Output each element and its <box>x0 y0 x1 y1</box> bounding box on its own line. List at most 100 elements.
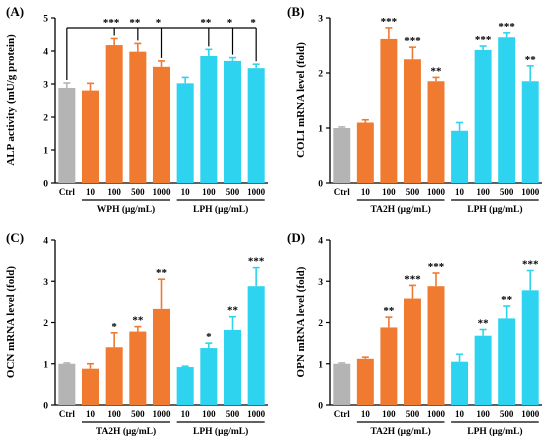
y-tick-label: 0 <box>43 402 48 412</box>
significance-label: ** <box>227 305 239 317</box>
bar <box>200 348 218 405</box>
y-tick-label: 1 <box>43 360 48 370</box>
x-tick-label: 1000 <box>153 409 172 419</box>
bar <box>333 128 351 183</box>
x-tick-label: 10 <box>86 187 96 197</box>
group-label: WPH (μg/mL) <box>97 204 155 215</box>
significance-label: *** <box>404 35 421 47</box>
bar <box>356 358 374 405</box>
significance-label: *** <box>404 273 421 285</box>
panel-label: (D) <box>287 230 305 245</box>
significance-label: ** <box>431 65 443 77</box>
x-tick-label: 10 <box>455 409 465 419</box>
y-tick-label: 1 <box>43 147 48 157</box>
y-tick-label: 1 <box>318 125 323 135</box>
x-tick-label: 10 <box>181 409 191 419</box>
group-label: TA2H (μg/mL) <box>370 426 430 437</box>
bar <box>380 327 398 405</box>
x-tick-label: 1000 <box>521 187 540 197</box>
group-label: LPH (μg/mL) <box>193 426 248 437</box>
x-tick-label: 10 <box>361 187 371 197</box>
significance-label: * <box>250 17 256 29</box>
bar <box>129 331 147 405</box>
x-tick-label: Ctrl <box>334 409 350 419</box>
bar <box>356 122 374 183</box>
y-tick-label: 3 <box>318 15 323 25</box>
significance-label: *** <box>475 34 492 46</box>
significance-label: ** <box>129 17 141 29</box>
bar <box>81 90 100 183</box>
y-axis-label: OPN mRNA level (fold) <box>295 266 307 377</box>
y-tick-label: 2 <box>43 319 48 329</box>
bar <box>105 347 123 405</box>
bar <box>427 286 445 405</box>
y-tick-label: 0 <box>318 180 323 190</box>
bar <box>451 130 469 183</box>
significance-label: ** <box>156 267 168 279</box>
significance-label: ** <box>383 305 395 317</box>
bar <box>333 363 351 405</box>
significance-label: * <box>111 321 117 333</box>
bar <box>152 308 171 405</box>
significance-label: ** <box>478 318 490 330</box>
bar <box>223 60 242 183</box>
x-tick-label: Ctrl <box>59 187 75 197</box>
x-tick-label: 1000 <box>427 187 446 197</box>
panel-label: (C) <box>6 230 24 245</box>
panel-0: (A) ALP activity (mU/g protein) 0 1 2 3 4 5 Ctrl… <box>5 4 268 215</box>
panel-label: (B) <box>287 4 304 19</box>
bar <box>58 87 76 183</box>
x-tick-label: 10 <box>455 187 465 197</box>
group-label: LPH (μg/mL) <box>467 426 522 437</box>
x-tick-label: 500 <box>226 187 240 197</box>
y-tick-label: 3 <box>43 81 48 91</box>
bar <box>403 298 421 405</box>
bar <box>58 363 76 405</box>
x-tick-label: 1000 <box>247 187 266 197</box>
x-tick-label: 100 <box>107 409 121 419</box>
y-tick-label: 4 <box>43 237 48 247</box>
significance-label: ** <box>525 54 537 66</box>
y-tick-label: 4 <box>43 48 48 58</box>
significance-label: ** <box>132 315 144 327</box>
significance-label: * <box>156 17 162 29</box>
y-tick-label: 3 <box>43 278 48 288</box>
y-tick-label: 2 <box>318 319 323 329</box>
panel-1: (B) COLI mRNA level (fold) 0 1 2 3 Ctrl 10 100 **… <box>287 4 542 215</box>
panel-label: (A) <box>6 4 24 19</box>
bar <box>247 286 265 405</box>
y-axis-label: ALP activity (mU/g protein) <box>5 34 17 166</box>
bar <box>152 66 171 183</box>
x-tick-label: 1000 <box>427 409 446 419</box>
significance-label: * <box>227 17 233 29</box>
x-tick-label: 100 <box>476 187 490 197</box>
x-tick-label: 100 <box>476 409 490 419</box>
bar <box>200 55 218 184</box>
y-axis-label: COLI mRNA level (fold) <box>295 42 307 158</box>
bar <box>81 368 100 405</box>
bar <box>498 318 516 405</box>
y-axis-label: OCN mRNA level (fold) <box>5 266 17 378</box>
bar <box>427 81 445 183</box>
x-tick-label: 1000 <box>153 187 172 197</box>
panel-2: (C) OCN mRNA level (fold) 0 1 2 3 4 Ctrl 10 100 * 5… <box>5 230 268 437</box>
x-tick-label: 1000 <box>521 409 540 419</box>
y-tick-label: 0 <box>318 402 323 412</box>
significance-label: *** <box>498 21 515 33</box>
x-tick-label: 1000 <box>247 409 266 419</box>
bar <box>176 83 194 183</box>
x-tick-label: 100 <box>202 187 216 197</box>
bar <box>223 329 242 405</box>
bar <box>380 38 398 184</box>
bar <box>451 361 469 405</box>
x-tick-label: Ctrl <box>334 187 350 197</box>
x-tick-label: 500 <box>500 187 514 197</box>
y-tick-label: 1 <box>318 360 323 370</box>
significance-label: ** <box>200 17 212 29</box>
significance-label: * <box>206 331 212 343</box>
x-tick-label: 10 <box>361 409 371 419</box>
significance-label: ** <box>501 294 513 306</box>
bar <box>247 68 265 183</box>
x-tick-label: 500 <box>226 409 240 419</box>
